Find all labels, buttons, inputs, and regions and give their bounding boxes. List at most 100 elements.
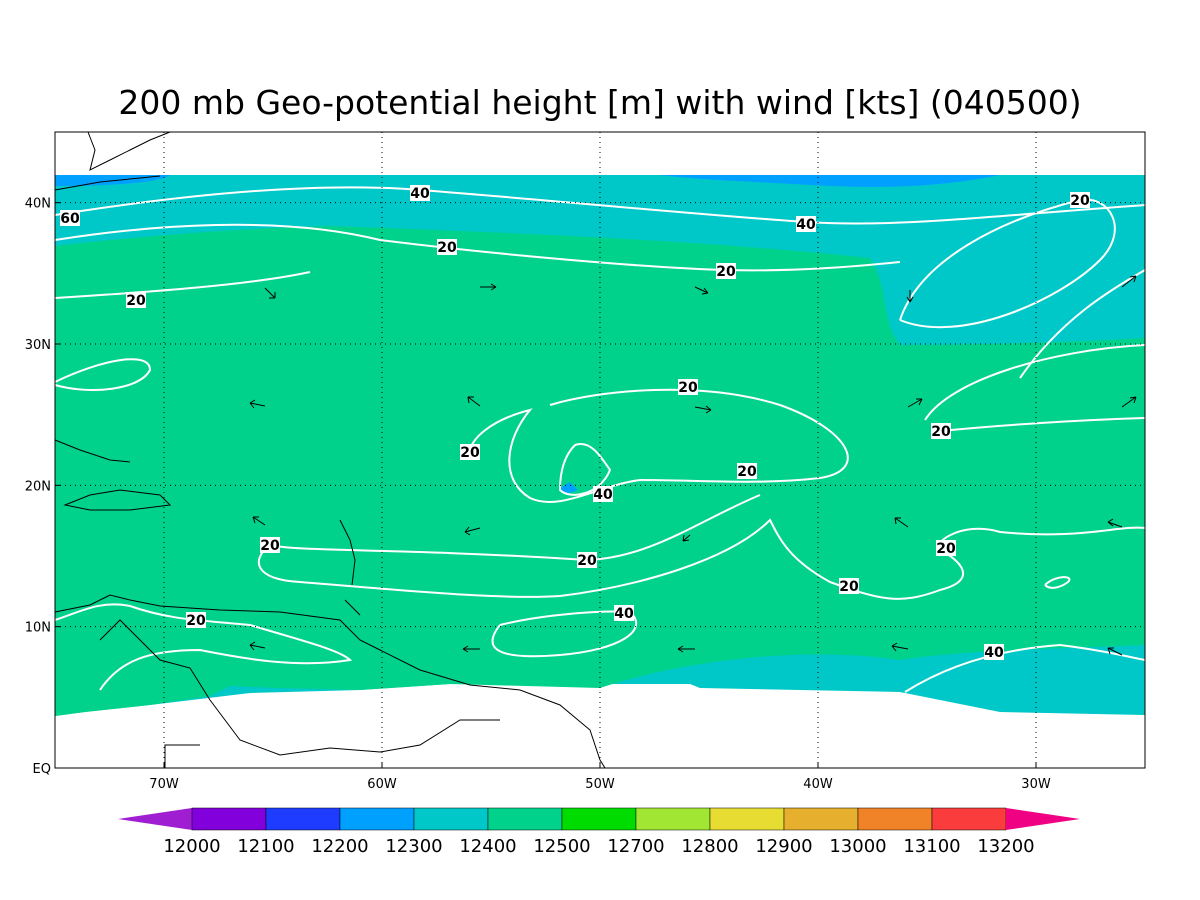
- contour-line: [1019, 269, 1146, 379]
- wind-arrow: [1107, 647, 1123, 656]
- wind-arrow: [480, 283, 497, 291]
- wind-arrow: [891, 642, 909, 652]
- contour-label: 20: [678, 380, 698, 396]
- wind-arrow: [694, 286, 709, 295]
- contour-label-box: [839, 578, 859, 594]
- colorbar-label: 12000: [163, 836, 220, 857]
- contour-line: [54, 603, 353, 691]
- contour-label: 20: [577, 553, 597, 569]
- coastline: [339, 519, 361, 616]
- colorbar-label: 13200: [977, 836, 1034, 857]
- contour-label: 20: [737, 464, 757, 480]
- coastline: [54, 175, 161, 191]
- height-field: [55, 175, 1145, 716]
- coastline: [87, 131, 171, 171]
- contour-line: [899, 198, 1116, 329]
- colorbar-label: 12700: [607, 836, 664, 857]
- field-12200: [660, 175, 1000, 187]
- contour-label-box: [931, 423, 951, 439]
- wind-arrow: [249, 641, 266, 651]
- x-tick-label: 50W: [585, 777, 615, 792]
- colorbar-swatch: [931, 807, 1007, 831]
- colorbar-swatch: [635, 807, 711, 831]
- wind-arrow: [907, 398, 923, 408]
- field-12200: [560, 482, 578, 494]
- colorbar-label: 12300: [385, 836, 442, 857]
- contour-label-box: [796, 216, 816, 232]
- contour-label-box: [614, 605, 634, 621]
- wind-arrow: [252, 516, 266, 526]
- colorbar-swatch: [857, 807, 933, 831]
- contour-line: [1044, 576, 1071, 589]
- wind-arrow: [1121, 275, 1137, 288]
- coastline: [99, 619, 500, 756]
- wind-arrow: [464, 526, 481, 536]
- colorbar-label: 12900: [755, 836, 812, 857]
- colorbar-swatch: [191, 807, 267, 831]
- coastline: [54, 439, 131, 463]
- colorbar-swatch: [487, 807, 563, 831]
- contour-label: 20: [931, 424, 951, 440]
- contour-label: 20: [460, 445, 480, 461]
- wind-arrow: [467, 396, 481, 407]
- contour-line: [904, 643, 1146, 693]
- contour-label-box: [577, 552, 597, 568]
- contour-line: [469, 388, 849, 503]
- contour-label-box: [716, 263, 736, 279]
- colorbar-triangle: [118, 808, 192, 830]
- y-tick-label: 30N: [25, 338, 51, 353]
- colorbar-swatch: [413, 807, 489, 831]
- field-12400: [55, 226, 1145, 716]
- contour-label: 20: [186, 613, 206, 629]
- wind-arrow: [1121, 396, 1137, 408]
- y-tick-label: 40N: [25, 197, 51, 212]
- contour-label: 40: [796, 217, 816, 233]
- axes: 70W 60W 50W 40W 30W EQ 10N 20N 30N 40N: [25, 197, 1051, 792]
- contour-label: 20: [936, 541, 956, 557]
- coastline: [54, 594, 606, 769]
- contour-label-box: [186, 612, 206, 628]
- contours: [54, 186, 1146, 693]
- contour-label-box: [936, 540, 956, 556]
- contour-line: [54, 358, 152, 391]
- contour-line: [54, 271, 311, 299]
- wind-arrows: [249, 275, 1137, 656]
- contour-label-box: [737, 463, 757, 479]
- y-tick-label: EQ: [33, 762, 51, 777]
- contour-labels: 60 40 40 20 20 20 20 20 20 20 20 40 20 20 20 20 20 40 40: [60, 185, 1090, 661]
- wind-arrow: [694, 405, 712, 414]
- colorbar-swatch: [339, 807, 415, 831]
- colorbar: 12000 12100 12200 12300 12400 12500 12700 12800…: [118, 807, 1080, 857]
- contour-label: 40: [593, 487, 613, 503]
- contour-label-box: [60, 210, 80, 226]
- contour-label-box: [126, 292, 146, 308]
- contour-label: 20: [126, 293, 146, 309]
- contour-label: 20: [1070, 193, 1090, 209]
- contour-label-box: [1070, 192, 1090, 208]
- colorbar-swatch: [783, 807, 859, 831]
- colorbar-label: 12400: [459, 836, 516, 857]
- colorbar-label: 12800: [681, 836, 738, 857]
- wind-arrow: [1107, 518, 1123, 528]
- x-tick-label: 60W: [367, 777, 397, 792]
- contour-line: [940, 417, 1146, 432]
- contour-label: 60: [60, 211, 80, 227]
- wind-arrow: [249, 399, 266, 409]
- coastline: [63, 489, 172, 511]
- wind-arrow: [894, 517, 909, 528]
- wind-arrow: [682, 534, 691, 542]
- contour-label-box: [593, 486, 613, 502]
- contour-line: [491, 610, 637, 658]
- grid: [55, 132, 1145, 768]
- contour-line: [54, 186, 1146, 225]
- wind-arrow: [462, 645, 480, 653]
- contour-label: 20: [716, 264, 736, 280]
- wind-arrow: [264, 287, 276, 299]
- contour-label-box: [260, 537, 280, 553]
- map-title: 200 mb Geo-potential height [m] with win…: [118, 83, 1081, 122]
- colorbar-label: 12200: [311, 836, 368, 857]
- contour-line: [924, 344, 1146, 421]
- x-tick-label: 40W: [803, 777, 833, 792]
- contour-label-box: [437, 239, 457, 255]
